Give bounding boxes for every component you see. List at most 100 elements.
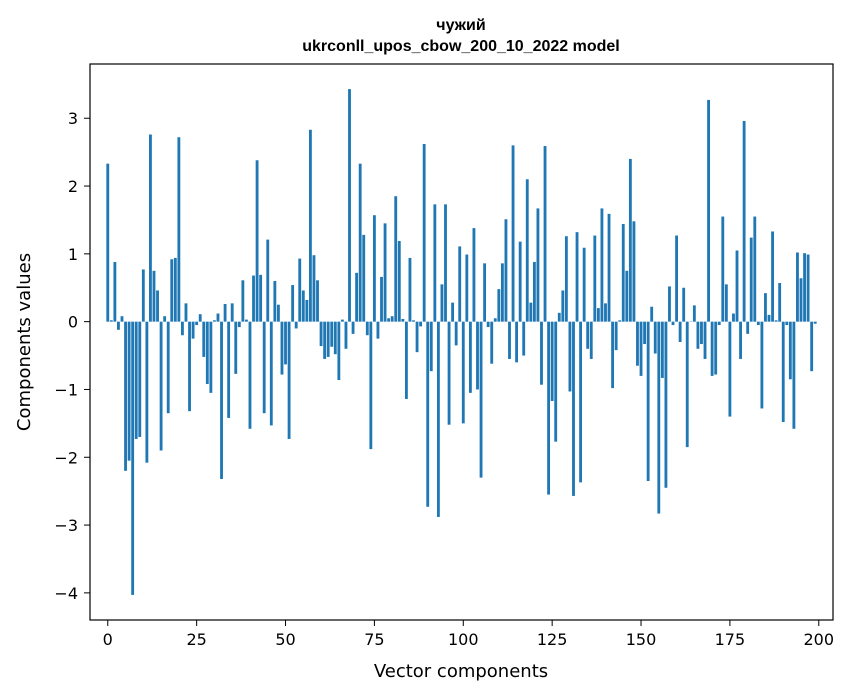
bar-component-50	[284, 321, 287, 365]
bar-component-9	[138, 321, 142, 437]
bar-component-134	[582, 247, 586, 322]
bar-component-12	[149, 134, 152, 322]
bar-component-133	[579, 321, 583, 483]
bar-component-106	[483, 263, 487, 322]
bars-group	[106, 89, 817, 595]
bar-component-16	[163, 316, 167, 322]
bar-component-66	[340, 319, 344, 322]
bar-component-119	[529, 302, 533, 322]
bar-component-97	[451, 302, 455, 322]
bar-component-63	[330, 321, 334, 347]
bar-component-7	[131, 321, 135, 595]
bar-component-121	[536, 208, 540, 322]
bar-component-159	[671, 321, 675, 326]
bar-component-167	[700, 321, 703, 345]
bar-component-11	[145, 321, 149, 463]
bar-component-147	[628, 158, 632, 322]
bar-component-65	[337, 321, 341, 380]
bar-component-137	[593, 235, 597, 322]
bar-component-122	[540, 321, 543, 385]
bar-component-59	[316, 280, 319, 322]
bar-component-176	[732, 313, 735, 322]
bar-component-72	[362, 234, 366, 322]
bar-component-165	[692, 305, 696, 322]
bar-component-40	[248, 321, 252, 429]
bar-component-43	[259, 274, 263, 322]
bar-component-8	[134, 321, 138, 439]
bar-component-153	[650, 306, 654, 322]
bar-component-189	[778, 283, 782, 322]
bar-component-190	[781, 321, 785, 423]
bar-component-111	[500, 263, 504, 322]
bar-component-71	[358, 163, 362, 322]
bar-component-103	[472, 228, 476, 322]
bar-component-156	[660, 321, 664, 378]
bar-component-162	[682, 287, 686, 322]
bar-component-45	[266, 239, 270, 322]
bar-component-184	[760, 321, 764, 409]
bar-component-26	[198, 314, 202, 322]
bar-component-2	[113, 261, 117, 322]
plot-area-frame	[89, 63, 834, 621]
bar-component-27	[202, 321, 206, 357]
bar-component-124	[547, 321, 551, 495]
bar-component-69	[351, 321, 355, 334]
bar-component-169	[707, 99, 710, 322]
bar-component-54	[298, 258, 302, 322]
bar-component-178	[739, 321, 742, 359]
bar-component-145	[621, 224, 625, 322]
bar-component-77	[380, 276, 383, 322]
bar-component-93	[436, 321, 440, 517]
chart-subtitle: ukrconll_upos_cbow_200_10_2022 model	[302, 38, 619, 55]
bar-component-160	[675, 235, 678, 322]
bar-component-22	[184, 303, 188, 322]
bar-component-53	[294, 321, 298, 329]
bar-component-89	[422, 144, 426, 322]
bar-component-141	[607, 213, 611, 322]
bar-component-129	[564, 236, 568, 322]
bar-component-82	[397, 240, 401, 322]
bar-component-25	[195, 321, 199, 326]
y-tick-label: 0	[68, 313, 78, 332]
x-tick-label: 0	[103, 630, 113, 649]
bar-component-158	[668, 286, 671, 322]
x-tick-label: 25	[186, 630, 206, 649]
bar-component-123	[543, 146, 547, 322]
bar-component-163	[685, 321, 689, 448]
bar-component-177	[735, 250, 739, 322]
bar-component-32	[220, 321, 223, 479]
bar-component-88	[419, 321, 423, 327]
bar-component-87	[415, 321, 419, 353]
bar-component-29	[209, 321, 213, 393]
bar-component-126	[554, 321, 558, 442]
bar-component-101	[465, 254, 469, 322]
bar-component-84	[404, 321, 408, 399]
bar-component-35	[230, 303, 234, 322]
bar-component-95	[444, 204, 447, 322]
bar-component-127	[557, 312, 561, 322]
x-tick-label: 50	[275, 630, 295, 649]
y-tick-label: 1	[68, 245, 78, 264]
y-axis-label: Components values	[14, 253, 35, 431]
bar-component-79	[387, 318, 391, 322]
bar-component-186	[767, 314, 771, 322]
bar-component-139	[600, 208, 604, 322]
bar-component-76	[376, 321, 380, 339]
bar-component-21	[181, 321, 184, 336]
bar-component-28	[205, 321, 209, 385]
bar-component-151	[643, 321, 646, 345]
bar-component-114	[511, 145, 515, 322]
bar-component-20	[177, 137, 181, 322]
bar-component-4	[120, 316, 124, 322]
bar-component-51	[287, 321, 291, 439]
bar-component-180	[746, 321, 750, 334]
x-tick-label: 75	[364, 630, 384, 649]
bar-component-174	[724, 284, 728, 322]
bar-component-138	[596, 308, 600, 322]
bar-component-171	[714, 321, 718, 375]
bar-component-191	[785, 321, 789, 326]
bar-component-68	[348, 89, 351, 322]
bar-component-130	[568, 321, 572, 392]
bar-component-107	[486, 321, 490, 328]
